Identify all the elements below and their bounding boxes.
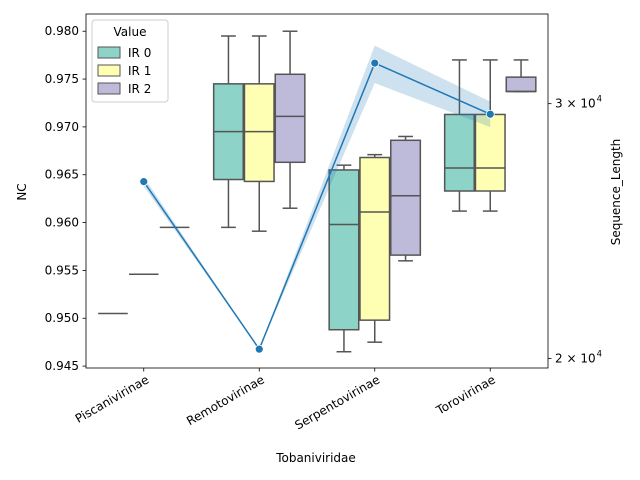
y-tick-label: 0.980 [45,24,79,38]
y-tick-label: 0.970 [45,120,79,134]
box-plot-layer [98,30,537,353]
box-body [505,76,537,93]
box-body [243,83,275,183]
sequence-length-line [143,62,491,351]
legend-frame [91,19,169,103]
y2-axis-label: Sequence_Length [609,139,623,246]
box-remotovirinae-ir-2 [274,30,306,209]
x-tick-label: Remotovirinae [184,372,267,428]
box-serpentovirinae-ir-2 [390,135,422,262]
x-tick-label: Serpentovirinae [292,372,382,432]
y-tick-label: 0.945 [45,359,79,373]
box-body [274,73,306,164]
y2-tick-label: 2 × 10 [555,352,596,366]
legend-title: Value [114,25,147,39]
box-serpentovirinae-ir-1 [359,153,391,343]
y2-tick-exponent: 4 [597,95,602,105]
x-tick-label: Piscanivirinae [73,372,151,425]
y-axis-label: NC [15,183,29,200]
line-point-serpentovirinae [370,58,380,68]
box-body [390,139,422,256]
y-tick-label: 0.950 [45,311,79,325]
box-torovirinae-ir-0 [443,59,475,212]
legend-label: IR 1 [128,64,151,78]
box-serpentovirinae-ir-0 [328,164,360,353]
y-tick-label: 0.960 [45,216,79,230]
plot-frame [85,13,549,369]
legend-swatch [97,82,121,95]
legend-swatch [97,64,121,77]
legend-swatch [97,46,121,59]
box-body [443,113,475,192]
y-tick-label: 0.975 [45,72,79,86]
box-body [359,156,391,321]
line-point-remotovirinae [254,344,264,354]
box-body [328,169,360,331]
y-tick-label: 0.965 [45,168,79,182]
legend-label: IR 0 [128,46,151,60]
line-point-piscanivirinae [139,177,149,187]
x-tick-label: Torovirinae [433,372,498,417]
y2-tick-exponent: 4 [597,350,602,360]
confidence-band [143,45,491,350]
legend-label: IR 2 [128,82,151,96]
box-remotovirinae-ir-0 [212,35,244,229]
x-axis-label: Tobaniviridae [275,451,356,465]
sequence-length-line-layer [139,45,495,354]
box-remotovirinae-ir-1 [243,35,275,232]
box-torovirinae-ir-1 [474,59,506,212]
legend: Value IR 0 IR 1 IR 2 [91,19,169,103]
y2-tick-label: 3 × 10 [555,97,596,111]
y-tick-label: 0.955 [45,263,79,277]
line-point-torovirinae [485,109,495,119]
box-body [474,113,506,192]
box-torovirinae-ir-2 [505,59,537,93]
